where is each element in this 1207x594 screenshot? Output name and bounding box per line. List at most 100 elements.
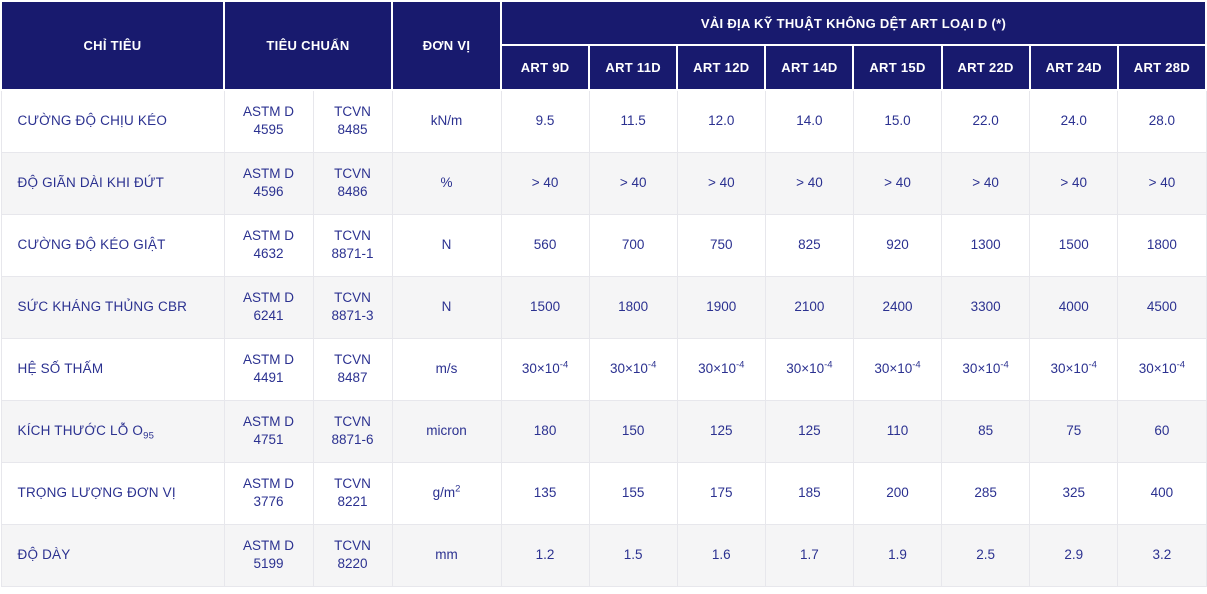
criteria-cell: HỆ SỐ THẤM	[0, 337, 225, 401]
value-cell: 920	[852, 213, 943, 277]
value-cell: 85	[941, 399, 1031, 463]
value-cell: 2.9	[1029, 523, 1119, 588]
tcvn-standard-cell: TCVN 8871-1	[312, 213, 393, 277]
value-cell: 30×10-4	[941, 337, 1031, 401]
value-cell: 180	[500, 399, 590, 463]
header-product-art-15d: ART 15D	[852, 44, 943, 91]
unit-cell: %	[391, 151, 502, 215]
criteria-cell: CƯỜNG ĐỘ CHỊU KÉO	[0, 89, 225, 153]
spec-table-body: CƯỜNG ĐỘ CHỊU KÉO ASTM D 4595 TCVN 8485 kN/…	[0, 89, 1207, 588]
value-cell: 30×10-4	[676, 337, 766, 401]
value-cell: > 40	[1029, 151, 1119, 215]
value-cell: 135	[500, 461, 590, 525]
value-cell: 400	[1117, 461, 1207, 525]
unit-cell: mm	[391, 523, 502, 588]
value-cell: 75	[1029, 399, 1119, 463]
value-cell: > 40	[500, 151, 590, 215]
unit-cell: g/m2	[391, 461, 502, 525]
tcvn-standard-cell: TCVN 8487	[312, 337, 393, 401]
value-cell: 200	[852, 461, 943, 525]
header-product-art-24d: ART 24D	[1028, 44, 1119, 91]
astm-standard-cell: ASTM D 4596	[223, 151, 314, 215]
value-cell: 3300	[941, 275, 1031, 339]
unit-cell: kN/m	[391, 89, 502, 153]
tcvn-standard-cell: TCVN 8871-6	[312, 399, 393, 463]
value-cell: 110	[852, 399, 943, 463]
header-product-art-22d: ART 22D	[940, 44, 1031, 91]
unit-cell: N	[391, 213, 502, 277]
value-cell: 30×10-4	[500, 337, 590, 401]
value-cell: 2.5	[941, 523, 1031, 588]
value-cell: 125	[676, 399, 766, 463]
table-row: CƯỜNG ĐỘ CHỊU KÉO ASTM D 4595 TCVN 8485 kN/…	[0, 89, 1207, 153]
header-tieu-chuan: TIÊU CHUẨN	[222, 0, 394, 91]
value-cell: 1800	[588, 275, 678, 339]
header-product-art-11d: ART 11D	[588, 44, 679, 91]
unit-cell: micron	[391, 399, 502, 463]
value-cell: > 40	[852, 151, 943, 215]
value-cell: 30×10-4	[852, 337, 943, 401]
table-row: ĐỘ DÀY ASTM D 5199 TCVN 8220 mm 1.2 1.5 1.6 1.7…	[0, 523, 1207, 588]
value-cell: 1.6	[676, 523, 766, 588]
header-product-art-12d: ART 12D	[676, 44, 767, 91]
criteria-cell: CƯỜNG ĐỘ KÉO GIẬT	[0, 213, 225, 277]
value-cell: 15.0	[852, 89, 943, 153]
criteria-cell: TRỌNG LƯỢNG ĐƠN VỊ	[0, 461, 225, 525]
table-row: ĐỘ GIÃN DÀI KHI ĐỨT ASTM D 4596 TCVN 8486%…	[0, 151, 1207, 215]
value-cell: 11.5	[588, 89, 678, 153]
table-row: HỆ SỐ THẤM ASTM D 4491 TCVN 8487 m/s 30×10-4…	[0, 337, 1207, 401]
astm-standard-cell: ASTM D 4751	[223, 399, 314, 463]
tcvn-standard-cell: TCVN 8486	[312, 151, 393, 215]
value-cell: 1.9	[852, 523, 943, 588]
value-cell: > 40	[764, 151, 854, 215]
value-cell: 4500	[1117, 275, 1207, 339]
value-cell: 3.2	[1117, 523, 1207, 588]
value-cell: 30×10-4	[1029, 337, 1119, 401]
table-row: SỨC KHÁNG THỦNG CBR ASTM D 6241 TCVN 8871-…	[0, 275, 1207, 339]
value-cell: 1500	[1029, 213, 1119, 277]
value-cell: 2100	[764, 275, 854, 339]
value-cell: 1.5	[588, 523, 678, 588]
header-row-group: CHỈ TIÊU TIÊU CHUẨN ĐƠN VỊ VẢI ĐỊA KỸ TH…	[0, 0, 1207, 91]
value-cell: 60	[1117, 399, 1207, 463]
table-row: CƯỜNG ĐỘ KÉO GIẬT ASTM D 4632 TCVN 8871-1 N…	[0, 213, 1207, 277]
value-cell: 24.0	[1029, 89, 1119, 153]
astm-standard-cell: ASTM D 3776	[223, 461, 314, 525]
header-product-art-14d: ART 14D	[764, 44, 855, 91]
value-cell: 30×10-4	[588, 337, 678, 401]
value-cell: 825	[764, 213, 854, 277]
tcvn-standard-cell: TCVN 8221	[312, 461, 393, 525]
value-cell: 1.7	[764, 523, 854, 588]
value-cell: 175	[676, 461, 766, 525]
value-cell: 560	[500, 213, 590, 277]
value-cell: 12.0	[676, 89, 766, 153]
value-cell: 22.0	[941, 89, 1031, 153]
astm-standard-cell: ASTM D 4595	[223, 89, 314, 153]
astm-standard-cell: ASTM D 5199	[223, 523, 314, 588]
value-cell: 185	[764, 461, 854, 525]
value-cell: > 40	[941, 151, 1031, 215]
value-cell: 700	[588, 213, 678, 277]
value-cell: 1500	[500, 275, 590, 339]
astm-standard-cell: ASTM D 4632	[223, 213, 314, 277]
value-cell: 155	[588, 461, 678, 525]
unit-cell: N	[391, 275, 502, 339]
spec-table-header: CHỈ TIÊU TIÊU CHUẨN ĐƠN VỊ VẢI ĐỊA KỸ TH…	[0, 0, 1207, 91]
value-cell: 28.0	[1117, 89, 1207, 153]
value-cell: > 40	[1117, 151, 1207, 215]
header-don-vi: ĐƠN VỊ	[391, 0, 503, 91]
value-cell: 325	[1029, 461, 1119, 525]
table-row: KÍCH THƯỚC LỖ O95 ASTM D 4751 TCVN 8871-6 m…	[0, 399, 1207, 463]
tcvn-standard-cell: TCVN 8871-3	[312, 275, 393, 339]
header-row-products: ART 9D ART 11D ART 12D ART 14D ART 15D A…	[1, 44, 1207, 91]
value-cell: 1.2	[500, 523, 590, 588]
value-cell: 285	[941, 461, 1031, 525]
header-product-art-28d: ART 28D	[1116, 44, 1207, 91]
value-cell: > 40	[676, 151, 766, 215]
value-cell: 9.5	[500, 89, 590, 153]
value-cell: 30×10-4	[764, 337, 854, 401]
criteria-cell: ĐỘ GIÃN DÀI KHI ĐỨT	[0, 151, 225, 215]
table-row: TRỌNG LƯỢNG ĐƠN VỊ ASTM D 3776 TCVN 8221 g/…	[0, 461, 1207, 525]
value-cell: 1800	[1117, 213, 1207, 277]
